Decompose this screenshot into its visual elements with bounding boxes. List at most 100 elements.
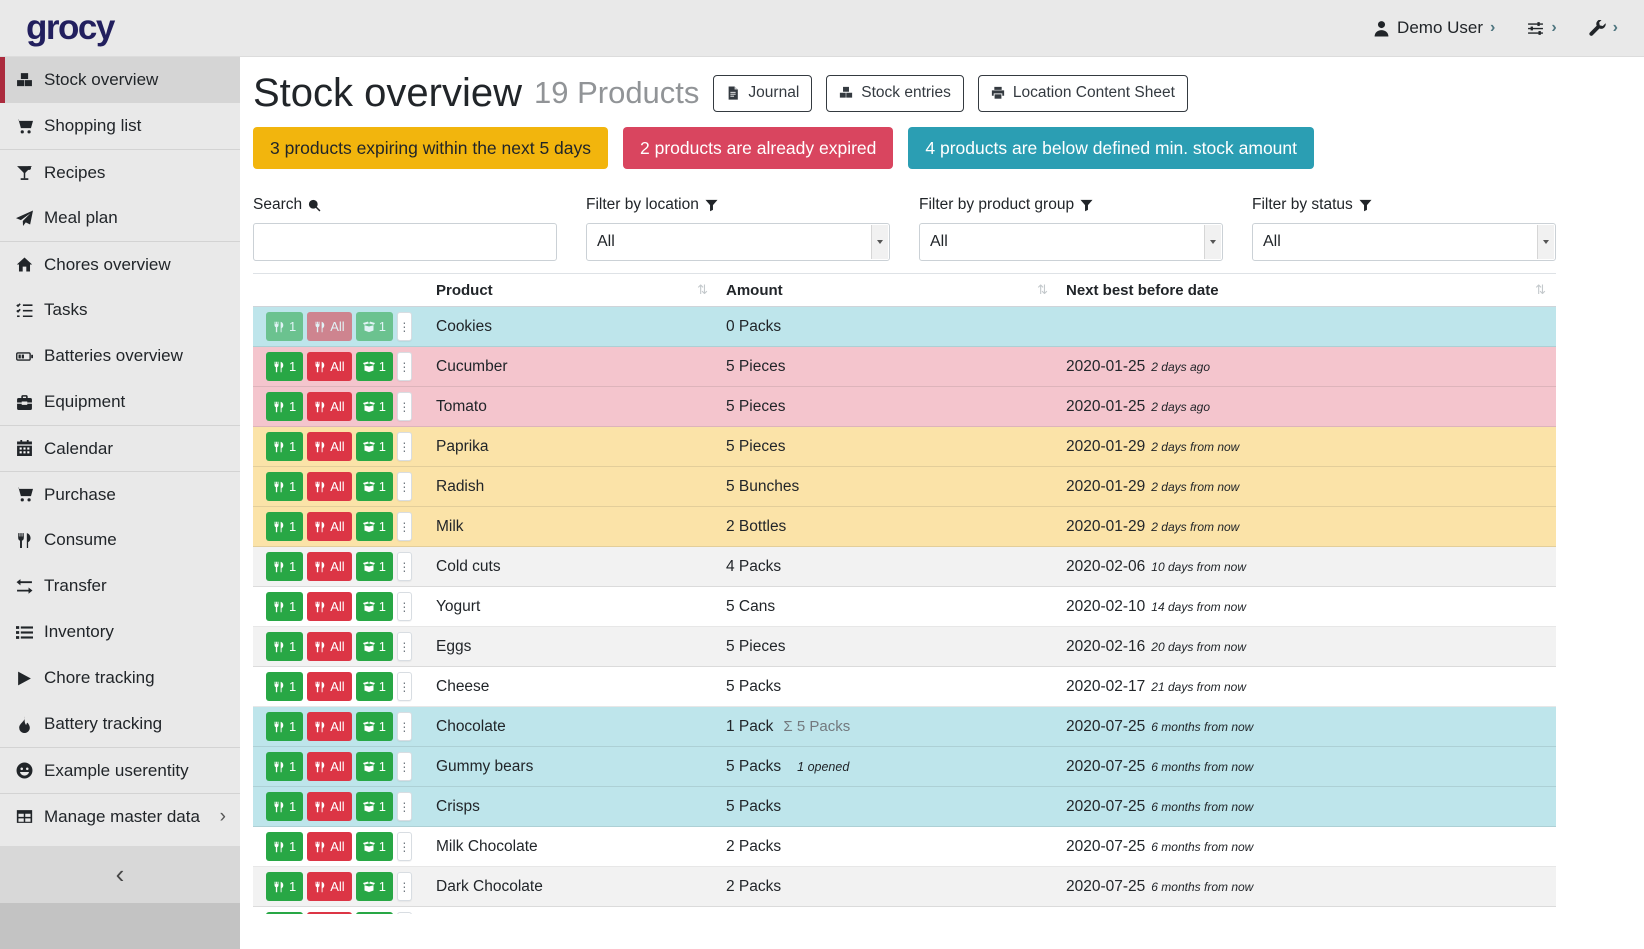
row-menu-button[interactable]: ⋮	[396, 472, 412, 501]
consume-all-button[interactable]: All	[307, 712, 352, 741]
consume-all-button[interactable]: All	[307, 432, 352, 461]
row-menu-button[interactable]: ⋮	[396, 672, 412, 701]
location-content-sheet-button[interactable]: Location Content Sheet	[977, 74, 1188, 112]
settings-menu[interactable]: ›	[1527, 19, 1557, 37]
sidebar-collapse-button[interactable]: ‹	[0, 846, 240, 903]
consume-one-button[interactable]: 1	[266, 552, 304, 581]
consume-all-button[interactable]: All	[307, 752, 352, 781]
admin-menu[interactable]: ›	[1589, 19, 1618, 37]
below-min-stock-alert-button[interactable]: 4 products are below defined min. stock …	[908, 127, 1314, 169]
open-one-button[interactable]: 1	[355, 872, 393, 901]
consume-one-button[interactable]: 1	[266, 592, 304, 621]
consume-all-button[interactable]: All	[307, 672, 352, 701]
sidebar-item-calendar[interactable]: Calendar	[0, 425, 240, 471]
sidebar-item-chores-overview[interactable]: Chores overview	[0, 241, 240, 287]
search-input[interactable]	[253, 223, 557, 261]
open-one-button[interactable]: 1	[355, 912, 393, 914]
consume-one-button[interactable]: 1	[266, 352, 304, 381]
row-menu-button[interactable]: ⋮	[396, 632, 412, 661]
sort-icon[interactable]: ⇅	[697, 282, 708, 297]
sidebar-item-transfer[interactable]: Transfer	[0, 563, 240, 609]
consume-all-button[interactable]: All	[307, 872, 352, 901]
consume-one-button[interactable]: 1	[266, 632, 304, 661]
row-menu-button[interactable]: ⋮	[396, 752, 412, 781]
consume-all-button[interactable]: All	[307, 912, 352, 914]
consume-all-button[interactable]: All	[307, 592, 352, 621]
open-one-button[interactable]: 1	[355, 792, 393, 821]
row-menu-button[interactable]: ⋮	[396, 352, 412, 381]
row-menu-button[interactable]: ⋮	[396, 832, 412, 861]
row-menu-button[interactable]: ⋮	[396, 872, 412, 901]
expired-alert-button[interactable]: 2 products are already expired	[623, 127, 894, 169]
open-one-button[interactable]: 1	[355, 312, 393, 341]
consume-one-button[interactable]: 1	[266, 472, 304, 501]
open-one-button[interactable]: 1	[355, 752, 393, 781]
product-column-header[interactable]: Product ⇅	[428, 273, 718, 307]
consume-one-button[interactable]: 1	[266, 872, 304, 901]
sidebar-item-shopping-list[interactable]: Shopping list	[0, 103, 240, 149]
sidebar-item-batteries-overview[interactable]: Batteries overview	[0, 333, 240, 379]
consume-one-button[interactable]: 1	[266, 912, 304, 914]
open-one-button[interactable]: 1	[355, 552, 393, 581]
consume-one-button[interactable]: 1	[266, 792, 304, 821]
row-menu-button[interactable]: ⋮	[396, 552, 412, 581]
open-one-button[interactable]: 1	[355, 592, 393, 621]
row-menu-button[interactable]: ⋮	[396, 512, 412, 541]
consume-all-button[interactable]: All	[307, 632, 352, 661]
consume-one-button[interactable]: 1	[266, 672, 304, 701]
row-menu-button[interactable]: ⋮	[396, 432, 412, 461]
sidebar-item-recipes[interactable]: Recipes	[0, 149, 240, 195]
sidebar-item-equipment[interactable]: Equipment	[0, 379, 240, 425]
sidebar-item-example-userentity[interactable]: Example userentity	[0, 747, 240, 793]
consume-all-button[interactable]: All	[307, 312, 352, 341]
sidebar-item-tasks[interactable]: Tasks	[0, 287, 240, 333]
sidebar-item-battery-tracking[interactable]: Battery tracking	[0, 701, 240, 747]
consume-all-button[interactable]: All	[307, 792, 352, 821]
consume-one-button[interactable]: 1	[266, 832, 304, 861]
location-filter-select[interactable]: All	[586, 223, 890, 261]
amount-column-header[interactable]: Amount ⇅	[718, 273, 1058, 307]
expiring-alert-button[interactable]: 3 products expiring within the next 5 da…	[253, 127, 609, 169]
row-menu-button[interactable]: ⋮	[396, 792, 412, 821]
consume-all-button[interactable]: All	[307, 552, 352, 581]
consume-one-button[interactable]: 1	[266, 392, 304, 421]
sidebar-item-meal-plan[interactable]: Meal plan	[0, 195, 240, 241]
sidebar-item-chore-tracking[interactable]: Chore tracking	[0, 655, 240, 701]
sort-icon[interactable]: ⇅	[1037, 282, 1048, 297]
row-menu-button[interactable]: ⋮	[396, 392, 412, 421]
open-one-button[interactable]: 1	[355, 432, 393, 461]
journal-button[interactable]: Journal	[713, 74, 813, 112]
best-before-column-header[interactable]: Next best before date ⇅	[1058, 273, 1556, 307]
user-menu[interactable]: Demo User ›	[1373, 18, 1495, 38]
open-one-button[interactable]: 1	[355, 392, 393, 421]
stock-entries-button[interactable]: Stock entries	[826, 74, 964, 112]
open-one-button[interactable]: 1	[355, 832, 393, 861]
row-menu-button[interactable]: ⋮	[396, 592, 412, 621]
consume-one-button[interactable]: 1	[266, 512, 304, 541]
consume-one-button[interactable]: 1	[266, 752, 304, 781]
sidebar-item-manage-master-data[interactable]: Manage master data ›	[0, 793, 240, 839]
row-menu-button[interactable]: ⋮	[396, 312, 412, 341]
sidebar-item-purchase[interactable]: Purchase	[0, 471, 240, 517]
open-one-button[interactable]: 1	[355, 352, 393, 381]
consume-all-button[interactable]: All	[307, 352, 352, 381]
row-menu-button[interactable]: ⋮	[396, 912, 412, 914]
sidebar-item-stock-overview[interactable]: Stock overview	[0, 57, 240, 103]
row-menu-button[interactable]: ⋮	[396, 712, 412, 741]
consume-one-button[interactable]: 1	[266, 712, 304, 741]
open-one-button[interactable]: 1	[355, 472, 393, 501]
consume-one-button[interactable]: 1	[266, 312, 304, 341]
consume-all-button[interactable]: All	[307, 472, 352, 501]
sort-icon[interactable]: ⇅	[1535, 282, 1546, 297]
status-filter-select[interactable]: All	[1252, 223, 1556, 261]
sidebar-item-inventory[interactable]: Inventory	[0, 609, 240, 655]
open-one-button[interactable]: 1	[355, 712, 393, 741]
consume-one-button[interactable]: 1	[266, 432, 304, 461]
open-one-button[interactable]: 1	[355, 632, 393, 661]
consume-all-button[interactable]: All	[307, 832, 352, 861]
sidebar-item-consume[interactable]: Consume	[0, 517, 240, 563]
consume-all-button[interactable]: All	[307, 512, 352, 541]
open-one-button[interactable]: 1	[355, 512, 393, 541]
brand-logo[interactable]: grocy	[26, 8, 115, 47]
product-group-filter-select[interactable]: All	[919, 223, 1223, 261]
